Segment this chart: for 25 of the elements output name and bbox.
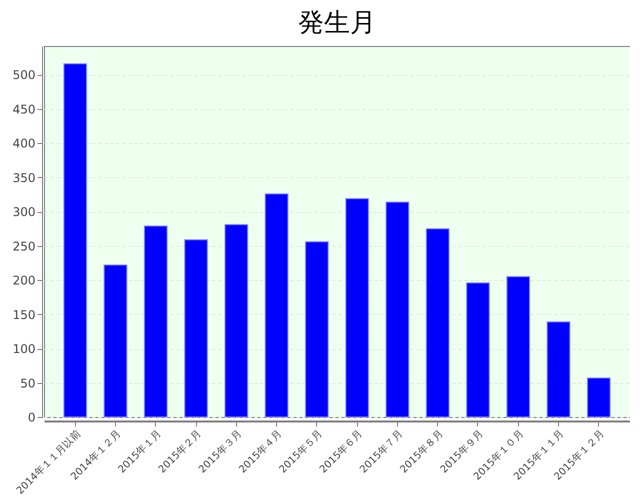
bar (426, 228, 450, 418)
y-tick-label: 150 (12, 308, 36, 322)
bar (184, 239, 208, 418)
y-tick-label: 200 (12, 274, 36, 288)
bar (264, 193, 288, 418)
bar (546, 321, 570, 418)
y-tick-label: 400 (12, 136, 36, 151)
bar (305, 241, 329, 418)
bar (144, 226, 168, 418)
bar (586, 377, 611, 418)
bar (104, 264, 128, 418)
y-tick-label: 500 (12, 68, 36, 82)
bar (466, 282, 490, 418)
bar (224, 224, 248, 418)
bar (345, 198, 369, 418)
y-tick-label: 450 (12, 102, 36, 116)
y-tick-label: 100 (12, 342, 36, 356)
y-tick-label: 250 (12, 239, 36, 254)
bar (386, 202, 410, 418)
bar (63, 63, 88, 418)
y-tick-label: 50 (20, 376, 36, 390)
y-tick-label: 0 (28, 410, 36, 424)
y-tick-label: 300 (12, 205, 36, 220)
y-tick-label: 350 (12, 170, 36, 185)
bar (506, 276, 530, 418)
